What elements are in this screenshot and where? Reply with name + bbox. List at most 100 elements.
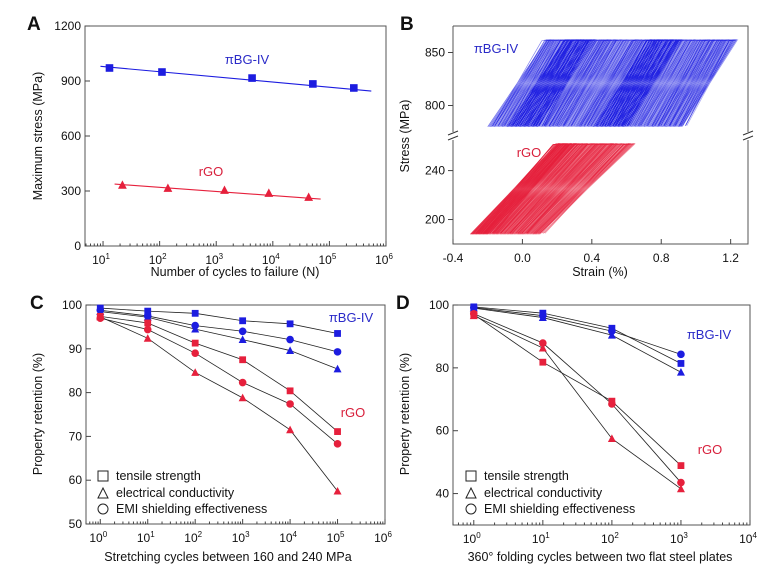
y-tick-label: 240 bbox=[425, 164, 445, 178]
marker-triangle bbox=[469, 303, 478, 312]
y-tick-label: 90 bbox=[69, 342, 83, 356]
x-tick-label: 0.4 bbox=[583, 251, 600, 265]
hysteresis-loop bbox=[530, 143, 625, 235]
y-axis-title-d: Property retention (%) bbox=[398, 353, 412, 475]
x-tick-label: 104 bbox=[739, 531, 757, 546]
x-tick-label: 101 bbox=[532, 531, 550, 546]
y-tick-label: 50 bbox=[69, 517, 83, 531]
legend-circle-icon bbox=[97, 503, 109, 515]
hysteresis-loop bbox=[582, 39, 642, 127]
hysteresis-loop bbox=[616, 39, 675, 127]
hysteresis-loop bbox=[495, 39, 556, 127]
hysteresis-loop bbox=[675, 39, 732, 127]
hysteresis-loop bbox=[527, 143, 623, 235]
y-axis-title-c: Property retention (%) bbox=[31, 353, 45, 475]
marker-square bbox=[539, 358, 547, 366]
hysteresis-loop bbox=[529, 143, 625, 235]
hysteresis-loop bbox=[527, 143, 624, 235]
marker-triangle bbox=[220, 185, 229, 194]
marker-circle bbox=[539, 339, 547, 347]
hysteresis-loop bbox=[681, 39, 739, 127]
hysteresis-loop bbox=[566, 39, 626, 127]
x-tick-exponent: 0 bbox=[103, 530, 108, 539]
plot-frame-b bbox=[452, 25, 749, 245]
hysteresis-loop bbox=[585, 39, 644, 127]
marker-triangle bbox=[286, 425, 295, 434]
hysteresis-loop bbox=[538, 143, 636, 235]
x-tick-label: 1.2 bbox=[722, 251, 739, 265]
hysteresis-loop bbox=[642, 39, 700, 127]
hysteresis-loop bbox=[534, 143, 631, 235]
marker-triangle bbox=[607, 330, 616, 339]
hysteresis-loop bbox=[620, 39, 679, 127]
marker-triangle bbox=[538, 343, 547, 352]
hysteresis-loop bbox=[526, 39, 586, 127]
hysteresis-loop bbox=[479, 143, 569, 235]
x-tick-exponent: 0 bbox=[476, 531, 481, 540]
marker-circle bbox=[608, 400, 616, 408]
hysteresis-loop bbox=[569, 39, 629, 127]
x-tick-exponent: 4 bbox=[275, 252, 280, 261]
hysteresis-loop bbox=[530, 143, 627, 235]
hysteresis-loop bbox=[473, 143, 563, 235]
hysteresis-loop bbox=[490, 143, 581, 235]
hysteresis-loop bbox=[565, 39, 625, 127]
y-tick-label: 300 bbox=[61, 184, 81, 198]
x-tick-label: 0.0 bbox=[514, 251, 531, 265]
legend-label-tensile-d: tensile strength bbox=[484, 469, 569, 483]
hysteresis-loop bbox=[503, 39, 563, 127]
series-label-pibg-d: πBG-IV bbox=[687, 327, 732, 342]
hysteresis-loop bbox=[498, 143, 590, 235]
series-label-rgo-b: rGO bbox=[517, 145, 542, 160]
series-label-pibg-a: πBG-IV bbox=[225, 52, 270, 67]
x-tick-exponent: 6 bbox=[388, 252, 393, 261]
x-tick-exponent: 2 bbox=[162, 252, 167, 261]
marker-triangle bbox=[607, 434, 616, 442]
marker-square bbox=[191, 339, 199, 347]
marker-square bbox=[144, 307, 152, 315]
hysteresis-loop bbox=[515, 143, 610, 235]
x-tick-label: 102 bbox=[184, 530, 202, 545]
x-tick-exponent: 3 bbox=[245, 530, 250, 539]
x-tick-label: 102 bbox=[601, 531, 619, 546]
series-line bbox=[100, 309, 338, 353]
x-tick-exponent: 1 bbox=[150, 530, 155, 539]
hysteresis-loop bbox=[673, 39, 731, 127]
marker-square bbox=[334, 428, 341, 435]
hysteresis-loop bbox=[568, 39, 627, 127]
marker-circle bbox=[677, 478, 685, 487]
panel-letter-c: C bbox=[30, 293, 44, 314]
hysteresis-loop bbox=[533, 39, 593, 127]
hysteresis-loop bbox=[573, 39, 633, 127]
marker-square bbox=[191, 309, 199, 317]
marker-square bbox=[286, 387, 294, 395]
marker-triangle bbox=[264, 188, 274, 197]
hysteresis-loop bbox=[630, 39, 689, 127]
series-line bbox=[473, 307, 682, 373]
marker-triangle bbox=[333, 486, 342, 495]
x-tick-label: -0.4 bbox=[443, 251, 464, 265]
hysteresis-loop bbox=[598, 39, 657, 127]
hysteresis-loop bbox=[513, 39, 574, 127]
panel-b: B -0.4 0.0 0.4 0.8 1.2 800 850 200 240 Strain (%… bbox=[398, 14, 754, 279]
hysteresis-loop bbox=[520, 39, 580, 127]
hysteresis-loop bbox=[658, 39, 716, 127]
hysteresis-loop bbox=[523, 143, 618, 235]
x-tick-exponent: 5 bbox=[340, 530, 345, 539]
hysteresis-loop bbox=[667, 39, 725, 127]
hysteresis-loop bbox=[520, 143, 615, 235]
hysteresis-loop bbox=[590, 39, 649, 127]
marker-square bbox=[334, 330, 341, 337]
legend-label-emi-c: EMI shielding effectiveness bbox=[116, 502, 267, 516]
series-line bbox=[100, 317, 338, 445]
marker-square bbox=[350, 84, 358, 92]
x-axis-title-d: 360° folding cycles between two flat ste… bbox=[468, 550, 733, 564]
marker-square bbox=[239, 317, 247, 325]
x-tick-label: 103 bbox=[670, 531, 688, 546]
hysteresis-loop bbox=[524, 143, 620, 235]
x-axis-title-c: Stretching cycles between 160 and 240 MP… bbox=[104, 550, 351, 564]
hysteresis-loop bbox=[679, 39, 736, 127]
hysteresis-loop bbox=[611, 39, 670, 127]
hysteresis-loop bbox=[643, 39, 702, 127]
